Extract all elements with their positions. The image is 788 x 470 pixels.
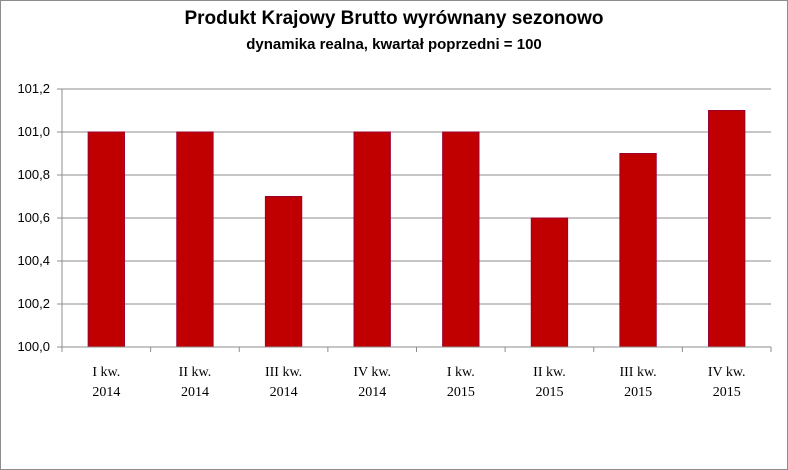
bar [530,217,569,348]
bar [87,131,125,348]
x-tick-label-year: 2014 [92,385,120,400]
x-tick-label: II kw. [533,365,566,380]
x-tick-label-year: 2015 [447,385,475,400]
x-tick-label: I kw. [447,365,475,380]
y-tick-label: 100,2 [17,296,50,311]
y-tick-label: 100,0 [17,339,50,354]
y-tick-label: 100,4 [17,253,50,268]
x-tick-label-year: 2014 [181,385,209,400]
chart-title: Produkt Krajowy Brutto wyrównany sezonow… [184,8,604,29]
chart-subtitle: dynamika realna, kwartał poprzedni = 100 [246,36,542,53]
x-tick-label: III kw. [619,365,656,380]
x-tick-label: III kw. [265,365,302,380]
y-tick-label: 101,0 [17,124,50,139]
x-tick-label-year: 2015 [624,385,652,400]
x-tick-label-year: 2015 [535,385,563,400]
x-tick-label-year: 2015 [713,385,741,400]
x-tick-label: IV kw. [353,365,391,380]
x-tick-label: IV kw. [708,365,746,380]
bar [353,131,391,348]
y-tick-label: 101,2 [17,81,50,96]
bar [619,153,657,348]
bar [708,110,746,348]
x-tick-label-year: 2014 [270,385,298,400]
bar [442,131,480,348]
y-tick-label: 100,6 [17,210,50,225]
bar [176,131,214,348]
x-tick-label-year: 2014 [358,385,386,400]
x-tick-label: II kw. [179,365,212,380]
y-tick-label: 100,8 [17,167,50,182]
bar [264,196,303,348]
x-tick-label: I kw. [92,365,120,380]
